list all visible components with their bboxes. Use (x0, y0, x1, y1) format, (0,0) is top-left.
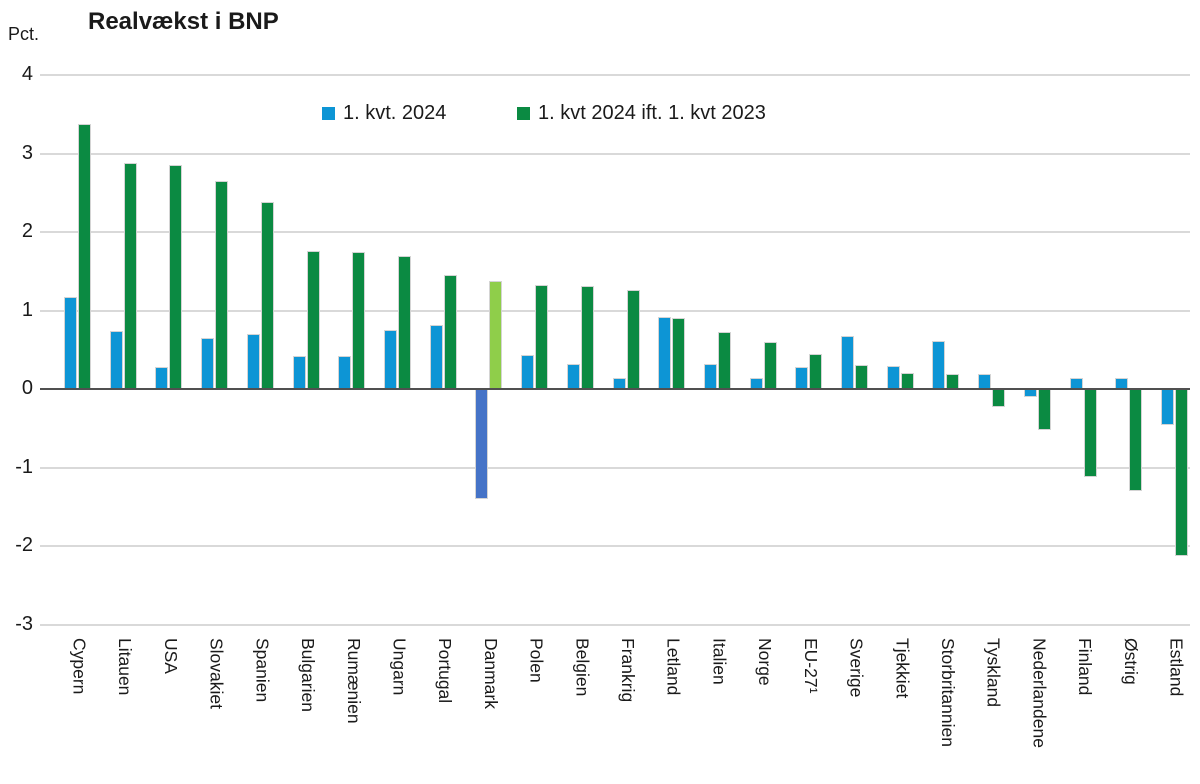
x-axis-category-label: Danmark (480, 638, 501, 709)
legend-item-q1-2024-vs-2023: 1. kvt 2024 ift. 1. kvt 2023 (517, 100, 766, 126)
bar-yoy-polen (535, 284, 549, 390)
bar-q1-2024-polen (521, 354, 535, 390)
x-axis-category-label: Spanien (252, 638, 273, 703)
x-axis-category-label: Italien (709, 638, 730, 685)
x-axis-category-label: Østrig (1120, 638, 1141, 685)
bar-yoy-litauen (123, 163, 137, 390)
gridline-y-1 (40, 309, 1190, 312)
bar-q1-2024-storbritannien (932, 341, 946, 390)
bar-q1-2024-tjekkiet (886, 365, 900, 390)
x-axis-category-label: Portugal (435, 638, 456, 704)
legend-label: 1. kvt. 2024 (343, 101, 447, 124)
x-axis-category-label: Rumænien (343, 638, 364, 724)
bar-yoy-tjekkiet (900, 372, 914, 390)
bar-yoy-norge (763, 342, 777, 390)
bar-yoy-ungarn (397, 255, 411, 390)
gridline-y--2 (40, 545, 1190, 548)
bar-q1-2024-nederlandene (1023, 389, 1037, 398)
y-axis-tick-label: 3 (21, 141, 33, 164)
bar-yoy-portugal (443, 275, 457, 390)
x-axis-category-label: Litauen (115, 638, 136, 696)
bar-yoy-cypern (78, 123, 91, 390)
x-axis-category-label: Ungarn (389, 638, 410, 696)
x-axis-category-label: Tjekkiet (892, 638, 913, 699)
y-axis-tick-label: -2 (15, 534, 33, 557)
x-axis-category-label: Tyskland (983, 638, 1004, 708)
bar-yoy-nederlandene (1037, 389, 1051, 431)
bar-q1-2024-ungarn (383, 329, 397, 390)
bar-q1-2024-danmark (475, 389, 489, 499)
x-axis-category-label: Slovakiet (206, 638, 227, 710)
bar-yoy-rum-nien (352, 251, 366, 390)
x-axis-category-label: Finland (1075, 638, 1096, 696)
x-axis-category-label: Frankrig (618, 638, 639, 703)
bar-yoy-slovakiet (215, 181, 229, 390)
bar-yoy--strig (1129, 389, 1143, 491)
x-axis-category-label: Letland (663, 638, 684, 696)
gridline-y-2 (40, 231, 1190, 234)
x-axis-category-label: Belgien (572, 638, 593, 697)
bar-yoy-spanien (260, 201, 274, 390)
y-axis-tick-label: 1 (21, 298, 33, 321)
y-axis-tick-label: 2 (21, 220, 33, 243)
bar-yoy-storbritannien (946, 374, 960, 390)
chart-title: Realvækst i BNP (88, 8, 279, 35)
y-axis-unit-label: Pct. (8, 24, 40, 44)
bar-yoy-belgien (580, 286, 594, 390)
bar-yoy-frankrig (626, 290, 640, 390)
x-axis-category-label: USA (160, 638, 181, 674)
bar-yoy-eu-27- (809, 353, 823, 390)
x-axis-category-label: Nederlandene (1029, 638, 1050, 748)
legend-swatch-green-icon (517, 106, 530, 120)
legend-item-q1-2024: 1. kvt. 2024 (322, 100, 446, 126)
x-axis-category-label: Storbritannien (937, 638, 958, 747)
bar-q1-2024-sverige (841, 335, 855, 390)
bar-yoy-letland (672, 317, 686, 390)
x-axis-category-label: EU-27¹ (800, 638, 821, 694)
x-axis-category-label: Norge (755, 638, 776, 686)
x-axis-category-label: Polen (526, 638, 547, 683)
bar-q1-2024-letland (658, 317, 672, 390)
bar-q1-2024-litauen (109, 331, 123, 390)
chart-legend: 1. kvt. 2024 1. kvt 2024 ift. 1. kvt 202… (0, 100, 1200, 126)
gridline-y--1 (40, 466, 1190, 469)
legend-label: 1. kvt 2024 ift. 1. kvt 2023 (538, 101, 766, 124)
bar-yoy-bulgarien (306, 251, 320, 390)
bar-yoy-italien (717, 331, 731, 390)
y-axis-tick-label: -1 (15, 455, 33, 478)
bar-yoy-sverige (855, 364, 869, 390)
bar-q1-2024-italien (703, 364, 717, 390)
zero-axis-line (40, 388, 1190, 391)
x-axis-category-label: Cypern (69, 638, 90, 695)
legend-swatch-blue-icon (322, 106, 335, 120)
bar-q1-2024-usa (155, 366, 169, 390)
bar-q1-2024-cypern (64, 297, 77, 390)
bar-q1-2024-rum-nien (338, 355, 352, 390)
bar-yoy-estland (1175, 389, 1189, 556)
bar-yoy-tyskland (992, 389, 1006, 407)
bar-q1-2024-portugal (429, 324, 443, 390)
bar-yoy-finland (1083, 389, 1097, 477)
bar-q1-2024-eu-27- (795, 367, 809, 390)
x-axis-category-label: Sverige (846, 638, 867, 698)
gridline-y--3 (40, 624, 1190, 626)
bar-q1-2024-bulgarien (292, 355, 306, 390)
bar-yoy-usa (169, 164, 183, 390)
bar-q1-2024-spanien (246, 334, 260, 390)
x-axis-category-label: Estland (1166, 638, 1187, 697)
bar-q1-2024-slovakiet (201, 338, 215, 390)
bar-yoy-danmark (489, 280, 503, 390)
gridline-y-4 (40, 74, 1190, 77)
y-axis-tick-label: 0 (21, 377, 33, 400)
bar-q1-2024-belgien (566, 364, 580, 390)
bar-q1-2024-tyskland (978, 374, 992, 390)
y-axis-tick-label: 4 (21, 63, 33, 86)
y-axis-tick-label: -3 (15, 613, 33, 635)
x-axis-category-label: Bulgarien (298, 638, 319, 712)
gridline-y-3 (40, 152, 1190, 155)
bar-q1-2024-estland (1161, 389, 1175, 426)
